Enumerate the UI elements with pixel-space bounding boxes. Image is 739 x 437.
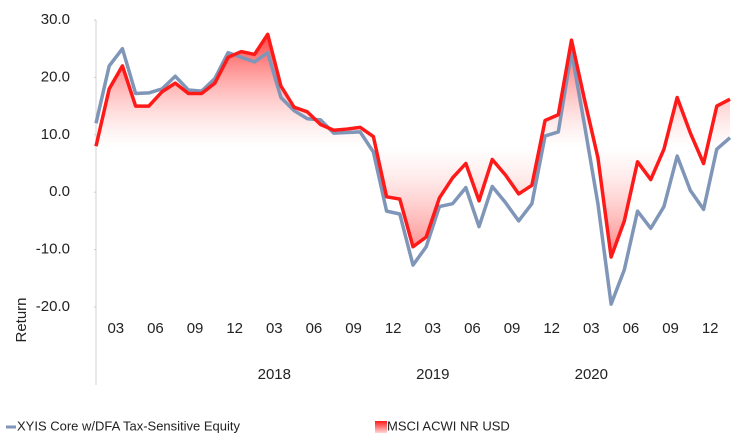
x-tick-label: 12: [543, 320, 560, 337]
x-tick-label: 06: [623, 320, 640, 337]
x-tick-label: 03: [107, 320, 124, 337]
legend-swatch: [375, 421, 387, 433]
y-tick-label: -10.0: [36, 241, 70, 258]
y-tick-label: 0.0: [49, 183, 70, 200]
y-tick-label: 10.0: [41, 126, 70, 143]
year-label: 2019: [416, 366, 449, 383]
legend-label: XYIS Core w/DFA Tax-Sensitive Equity: [17, 418, 241, 433]
y-axis-label: Return: [13, 297, 30, 342]
x-tick-label: 12: [226, 320, 243, 337]
y-tick-label: 30.0: [41, 11, 70, 28]
x-tick-label: 03: [583, 320, 600, 337]
y-tick-label: -20.0: [36, 298, 70, 315]
x-tick-label: 12: [385, 320, 402, 337]
line: [94, 32, 731, 259]
year-label: 2018: [258, 366, 291, 383]
legend-label: MSCI ACWI NR USD: [387, 418, 510, 433]
x-tick-label: 12: [702, 320, 719, 337]
x-tick-label: 09: [662, 320, 679, 337]
area: [96, 34, 730, 258]
x-tick-label: 06: [147, 320, 164, 337]
x-tick-label: 09: [504, 320, 521, 337]
x-tick-label: 09: [345, 320, 362, 337]
year-label: 2020: [575, 366, 608, 383]
x-tick-label: 09: [187, 320, 204, 337]
x-tick-label: 03: [424, 320, 441, 337]
y-tick-label: 20.0: [41, 68, 70, 85]
line: [94, 46, 732, 306]
x-tick-label: 06: [306, 320, 323, 337]
x-tick-label: 03: [266, 320, 283, 337]
x-tick-label: 06: [464, 320, 481, 337]
